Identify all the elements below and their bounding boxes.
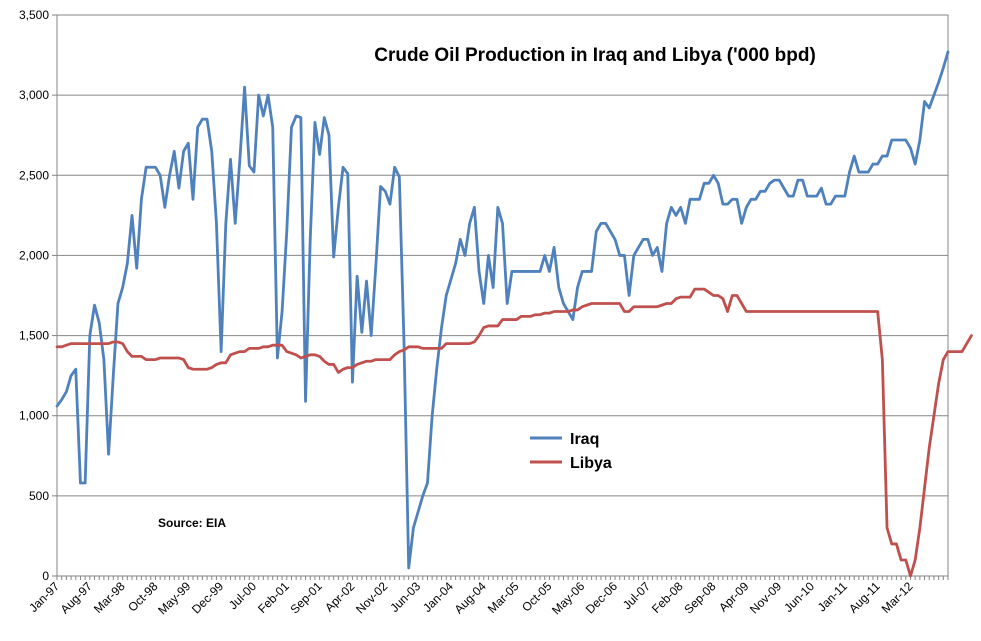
y-tick-label: 3,000 <box>19 88 49 102</box>
y-tick-label: 3,500 <box>19 8 49 22</box>
y-tick-label: 1,000 <box>19 409 49 423</box>
chart-title: Crude Oil Production in Iraq and Libya (… <box>374 45 816 66</box>
y-tick-label: 2,000 <box>19 248 49 262</box>
y-tick-label: 0 <box>42 569 49 583</box>
source-note: Source: EIA <box>158 516 226 530</box>
y-tick-label: 1,500 <box>19 329 49 343</box>
series-line-iraq <box>55 50 950 570</box>
legend-label-iraq: Iraq <box>570 431 599 448</box>
series-lines <box>55 50 973 578</box>
legend: Iraq Libya <box>530 431 612 472</box>
y-tick-label: 2,500 <box>19 168 49 182</box>
legend-label-libya: Libya <box>570 455 612 472</box>
y-tick-label: 500 <box>29 489 49 503</box>
series-line-libya <box>55 287 973 578</box>
